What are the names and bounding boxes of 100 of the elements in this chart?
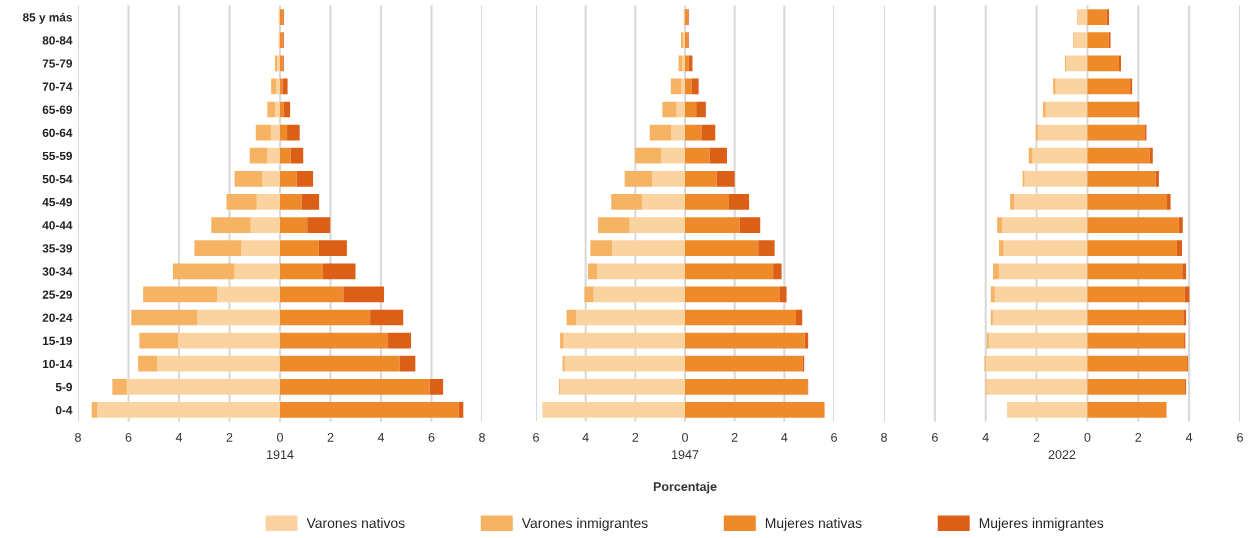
bar [986,378,1088,395]
y-tick-label: 80-84 [42,36,73,45]
bar [1073,32,1088,49]
bar [280,147,291,164]
bar [280,101,284,118]
bar [685,147,710,164]
bar [1055,78,1088,95]
bar [1087,309,1184,326]
bar [211,217,251,233]
y-tick-label: 40-44 [42,221,73,230]
bar [685,240,759,257]
bar [685,217,740,233]
bar [685,286,780,303]
bar [988,332,1088,349]
y-tick-label: 55-59 [42,151,73,161]
bar [370,309,404,326]
bar [290,147,304,164]
bar [649,124,672,141]
bar [562,355,565,372]
bar [992,309,1088,326]
bar [1176,240,1183,257]
bar [1022,170,1025,187]
bar [1087,32,1109,49]
bar [280,194,302,210]
bar [642,194,685,210]
bar [716,170,735,187]
bar [681,78,685,95]
bar [112,378,127,395]
bar [217,286,280,303]
bar [280,286,344,303]
y-tick-label: 10-14 [43,359,73,369]
y-tick-label: 25-29 [42,290,73,299]
bar [267,101,275,118]
bar [287,124,300,141]
y-tick-label: 60-64 [42,128,73,137]
bar [280,124,288,141]
bar [1007,402,1088,418]
bar [566,309,576,326]
bar [1013,194,1088,210]
bar [1118,55,1121,72]
bar [283,101,291,118]
bar [990,309,993,326]
y-tick-label: 45-49 [42,197,73,207]
bar [255,124,271,141]
bar [343,286,385,303]
bar [1032,147,1088,164]
bar [280,263,323,280]
x-tick-label: 4 [781,433,788,442]
bar [587,263,598,280]
legend-label: Varones nativos [306,517,405,529]
bar [590,240,613,257]
bar [584,286,594,303]
bar [177,332,280,349]
bar [234,263,280,280]
bar [1077,9,1088,25]
bar [1137,101,1140,118]
bar [280,332,389,349]
bar [91,402,98,418]
bar [131,309,198,326]
bar [1053,78,1056,95]
bar [280,402,459,418]
bar [1087,217,1179,233]
x-tick-label: 8 [75,432,81,442]
y-tick-label: 5-9 [55,382,73,392]
bar [282,78,288,95]
bar [322,263,356,280]
bar [994,286,1088,303]
bar [685,124,702,141]
bar [998,240,1004,257]
bar [542,402,685,418]
bar [1042,101,1046,118]
bar [241,240,280,257]
bar [685,55,689,72]
x-tick-label: 2 [731,432,738,442]
x-axis-title: 1914 [267,450,294,459]
bar [262,170,280,187]
bar [709,147,727,164]
x-tick-label: 6 [1237,432,1243,442]
x-tick-label: 2 [327,432,334,442]
y-tick-label: 65-69 [42,105,73,114]
x-tick-label: 4 [175,433,183,442]
bar [226,194,257,210]
legend-label: Mujeres nativas [765,517,862,531]
y-tick-label: 50-54 [42,174,73,184]
bar [662,101,677,118]
bar [624,170,653,187]
bar [1087,332,1185,349]
bar [270,124,280,141]
bar [318,240,347,257]
bar [139,332,178,349]
bar [560,332,564,349]
bar [280,240,319,257]
bar [280,309,371,326]
bar [597,263,685,280]
bar [1087,194,1168,210]
bar [685,332,805,349]
bar [685,170,717,187]
bar [671,124,685,141]
bar [1045,101,1088,118]
bar [197,309,280,326]
